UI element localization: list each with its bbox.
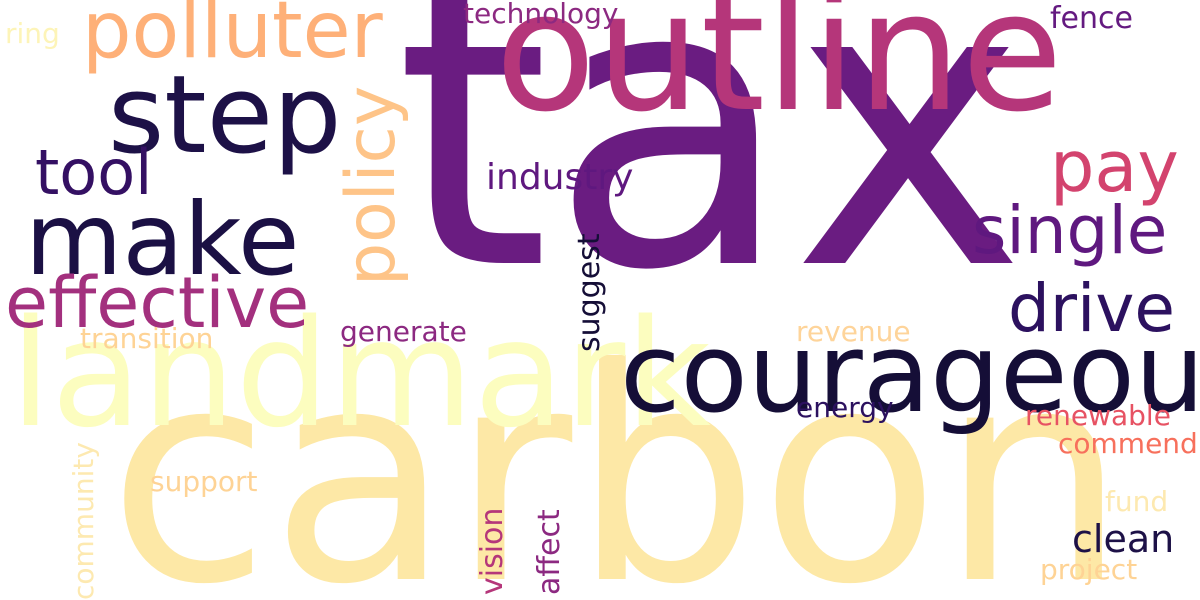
word-affect: affect — [532, 509, 567, 595]
word-technology: technology — [463, 0, 619, 30]
word-vision: vision — [475, 507, 510, 595]
word-effective: effective — [5, 262, 310, 344]
word-carbon: carbon — [108, 305, 1127, 600]
word-polluter: polluter — [82, 0, 383, 76]
word-policy: policy — [332, 85, 411, 286]
word-commend: commend — [1058, 427, 1198, 460]
word-tool: tool — [35, 136, 153, 209]
word-transition: transition — [80, 322, 214, 355]
word-industry: industry — [486, 157, 634, 198]
word-step: step — [108, 53, 342, 178]
word-suggest: suggest — [572, 233, 607, 352]
word-pay: pay — [1050, 126, 1179, 208]
word-fence: fence — [1050, 1, 1133, 36]
word-clean: clean — [1072, 517, 1175, 561]
word-tax: tax — [395, 0, 1026, 357]
word-revenue: revenue — [796, 315, 911, 348]
word-support: support — [150, 465, 258, 498]
word-drive: drive — [1008, 270, 1176, 347]
word-outline: outline — [495, 0, 1063, 148]
word-energy: energy — [796, 391, 894, 424]
word-single: single — [972, 192, 1168, 269]
word-project: project — [1040, 553, 1138, 586]
word-generate: generate — [340, 315, 467, 348]
word-courageous: courageous — [620, 309, 1200, 437]
word-fund: fund — [1105, 485, 1169, 518]
word-community: community — [67, 442, 100, 600]
word-renewable: renewable — [1025, 399, 1171, 432]
word-landmark: landmark — [10, 288, 711, 460]
word-ring: ring — [5, 17, 60, 50]
word-make: make — [25, 181, 300, 298]
